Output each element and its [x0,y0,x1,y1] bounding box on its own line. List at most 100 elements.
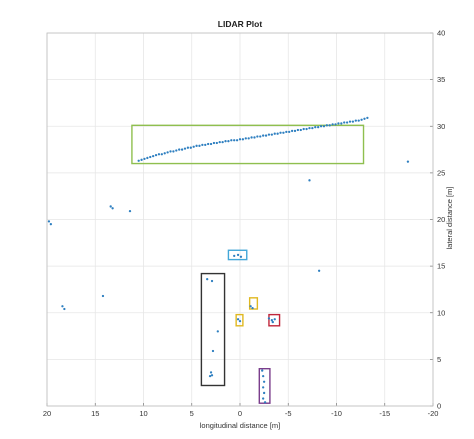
lidar-point [363,117,366,120]
detection-boxes [131,124,365,404]
lidar-point [61,305,64,308]
lidar-point [178,148,181,151]
lidar-point [351,120,355,123]
lidar-point [201,143,204,147]
x-tick-label: 15 [91,409,99,418]
lidar-point [340,122,343,125]
lidar-point [238,138,242,141]
lidar-point [227,140,230,143]
lidar-point [360,118,363,121]
lidar-point [267,133,271,136]
lidar-point [247,137,250,140]
lidar-point [137,159,140,162]
lidar-point [311,126,314,130]
lidar-point [209,142,213,146]
lidar-point [160,153,163,156]
lidar-point [183,147,187,150]
lidar-point [233,254,236,258]
lidar-point [249,305,252,308]
x-tick-label: -5 [285,409,292,418]
lidar-point [236,318,240,321]
lidar-point [290,129,294,133]
lidar-point [334,123,337,126]
bounding-box [227,249,248,261]
lidar-point [331,123,334,126]
lidar-point [354,119,357,122]
lidar-point [186,146,190,149]
lidar-point [317,269,321,272]
bounding-box [131,124,365,165]
lidar-point [109,205,112,208]
x-tick-label: 0 [238,409,242,418]
lidar-point [195,144,198,147]
lidar-point [282,131,285,134]
bounding-box [248,297,259,310]
x-tick-label: -10 [331,409,342,418]
lidar-point [210,374,214,377]
x-tick-label: -15 [379,409,390,418]
lidar-point [154,154,158,157]
lidar-point [270,133,273,136]
bounding-box [268,313,281,327]
y-tick-label: 5 [437,355,441,364]
lidar-point [49,223,53,226]
lidar-point [343,121,346,124]
lidar-point [366,116,369,120]
lidar-point [262,391,266,395]
lidar-point [345,121,349,124]
lidar-point [293,129,297,133]
lidar-point [207,142,210,146]
grid [46,32,434,407]
lidar-point [143,157,146,161]
y-tick-label: 30 [437,122,445,131]
lidar-point [314,126,317,129]
lidar-point [146,156,149,160]
lidar-point [157,153,161,156]
lidar-point [236,253,240,257]
lidar-point [267,317,271,320]
lidar-point [273,132,276,135]
lidar-point [208,375,212,378]
lidar-point [328,124,331,127]
lidar-point [348,120,352,123]
lidar-point [149,155,152,159]
lidar-point [211,349,215,353]
x-tick-label: 20 [43,409,51,418]
lidar-point [262,134,265,137]
lidar-point [263,401,267,404]
y-tick-label: 0 [437,402,441,411]
lidar-point [251,306,254,310]
bounding-box [235,313,244,327]
lidar-point [322,125,326,128]
lidar-point [101,294,105,298]
lidar-point [256,135,259,138]
lidar-point [235,139,239,142]
lidar-point [218,140,221,144]
lidar-point [271,320,274,324]
lidar-point [166,151,169,154]
lidar-point [238,319,242,323]
bounding-box [200,272,226,387]
lidar-point [215,141,218,145]
lidar-point [406,160,410,163]
lidar-point [241,138,245,141]
lidar-point [140,158,143,161]
x-axis-label: longitudinal distance [m] [200,421,280,430]
lidar-point [337,122,340,125]
lidar-point [230,139,233,142]
lidar-point [302,127,305,131]
y-tick-label: 10 [437,308,445,317]
lidar-point [296,128,300,132]
lidar-point [192,145,195,148]
y-tick-label: 40 [437,29,445,38]
lidar-point [189,146,192,149]
lidar-point [111,207,114,210]
lidar-point [264,134,268,137]
lidar-point [308,179,311,182]
lidar-point [262,386,265,389]
lidar-point [262,380,266,383]
lidar-point [253,136,256,139]
lidar-point [163,152,166,155]
